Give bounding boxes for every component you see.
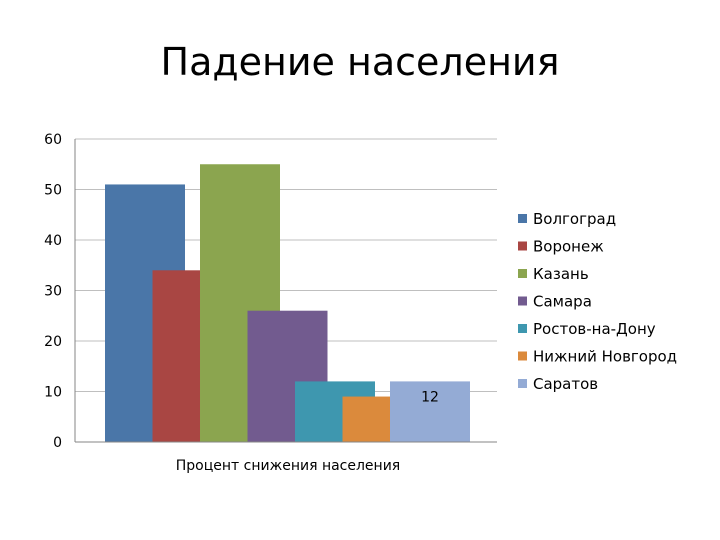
data-labels: 12 bbox=[421, 389, 439, 405]
chart-title: Падение населения bbox=[160, 40, 560, 84]
x-axis: Процент снижения населения bbox=[74, 139, 497, 474]
y-tick-label: 10 bbox=[44, 385, 62, 401]
legend: Волгоград Воронеж Казань Самара Ростов-на-До… bbox=[518, 210, 677, 393]
legend-swatch bbox=[518, 241, 527, 251]
y-tick-label: 0 bbox=[53, 435, 62, 451]
y-tick-label: 30 bbox=[44, 284, 62, 300]
legend-swatch bbox=[518, 379, 527, 388]
y-tick-label: 40 bbox=[44, 233, 62, 249]
legend-label: Самара bbox=[533, 293, 592, 311]
x-category-label: Процент снижения населения bbox=[176, 458, 400, 474]
legend-label: Нижний Новгород bbox=[533, 348, 677, 366]
legend-swatch bbox=[518, 214, 527, 223]
y-tick-label: 60 bbox=[44, 132, 62, 148]
legend-swatch bbox=[518, 296, 527, 306]
legend-swatch bbox=[518, 269, 527, 278]
data-label: 12 bbox=[421, 389, 439, 405]
legend-label: Воронеж bbox=[533, 238, 604, 256]
legend-label: Саратов bbox=[533, 375, 598, 393]
legend-swatch bbox=[518, 351, 527, 361]
bars bbox=[105, 164, 470, 442]
legend-label: Ростов-на-Дону bbox=[533, 320, 656, 338]
legend-label: Казань bbox=[533, 265, 589, 283]
y-tick-label: 50 bbox=[44, 183, 62, 199]
legend-label: Волгоград bbox=[533, 210, 616, 228]
bar-7 bbox=[390, 381, 470, 442]
y-axis-ticks: 0 10 20 30 40 50 60 bbox=[44, 132, 62, 451]
legend-swatch bbox=[518, 324, 527, 333]
y-tick-label: 20 bbox=[44, 334, 62, 350]
